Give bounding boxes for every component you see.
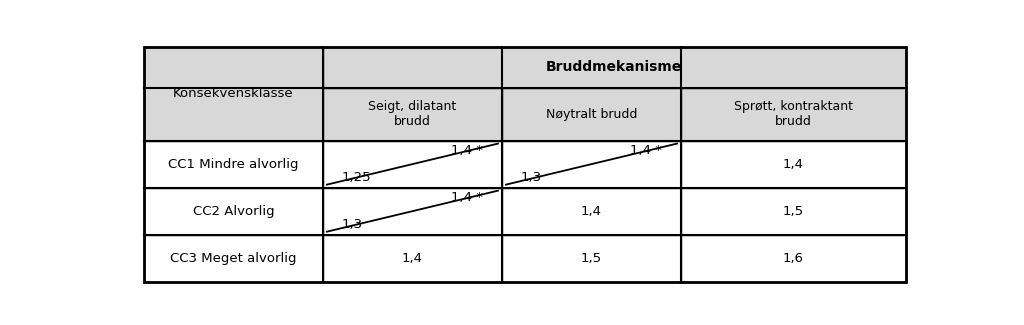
Text: Nøytralt brudd: Nøytralt brudd bbox=[546, 108, 637, 121]
Text: CC2 Alvorlig: CC2 Alvorlig bbox=[193, 205, 274, 218]
Text: CC3 Meget alvorlig: CC3 Meget alvorlig bbox=[170, 252, 297, 265]
Bar bbox=[502, 88, 681, 141]
Bar bbox=[681, 88, 905, 141]
Text: 1,5: 1,5 bbox=[581, 252, 602, 265]
Text: CC1 Mindre alvorlig: CC1 Mindre alvorlig bbox=[168, 158, 299, 171]
Bar bbox=[681, 141, 905, 188]
Text: 1,6: 1,6 bbox=[783, 252, 804, 265]
Bar bbox=[323, 46, 905, 88]
Bar bbox=[323, 141, 502, 188]
Text: 1,4 *: 1,4 * bbox=[630, 144, 662, 157]
Text: 1,25: 1,25 bbox=[342, 171, 372, 184]
Text: 1,4: 1,4 bbox=[783, 158, 804, 171]
Bar bbox=[143, 141, 323, 188]
Text: 1,4 *: 1,4 * bbox=[451, 144, 483, 157]
Bar bbox=[323, 235, 502, 282]
Bar bbox=[143, 235, 323, 282]
Bar bbox=[502, 141, 681, 188]
Text: 1,4: 1,4 bbox=[402, 252, 423, 265]
Text: Bruddmekanisme: Bruddmekanisme bbox=[546, 60, 682, 74]
Text: Sprøtt, kontraktant
brudd: Sprøtt, kontraktant brudd bbox=[734, 100, 853, 128]
Bar bbox=[502, 188, 681, 235]
Bar bbox=[143, 46, 323, 141]
Bar bbox=[323, 188, 502, 235]
Text: Seigt, dilatant
brudd: Seigt, dilatant brudd bbox=[369, 100, 457, 128]
Text: 1,3: 1,3 bbox=[521, 171, 542, 184]
Text: 1,5: 1,5 bbox=[782, 205, 804, 218]
Text: 1,3: 1,3 bbox=[342, 218, 364, 231]
Bar bbox=[502, 235, 681, 282]
Text: Konsekvensklasse: Konsekvensklasse bbox=[173, 87, 294, 100]
Text: 1,4: 1,4 bbox=[581, 205, 602, 218]
Bar bbox=[143, 188, 323, 235]
Bar bbox=[681, 235, 905, 282]
Text: 1,4 *: 1,4 * bbox=[451, 191, 483, 204]
Bar bbox=[323, 88, 502, 141]
Bar bbox=[681, 188, 905, 235]
